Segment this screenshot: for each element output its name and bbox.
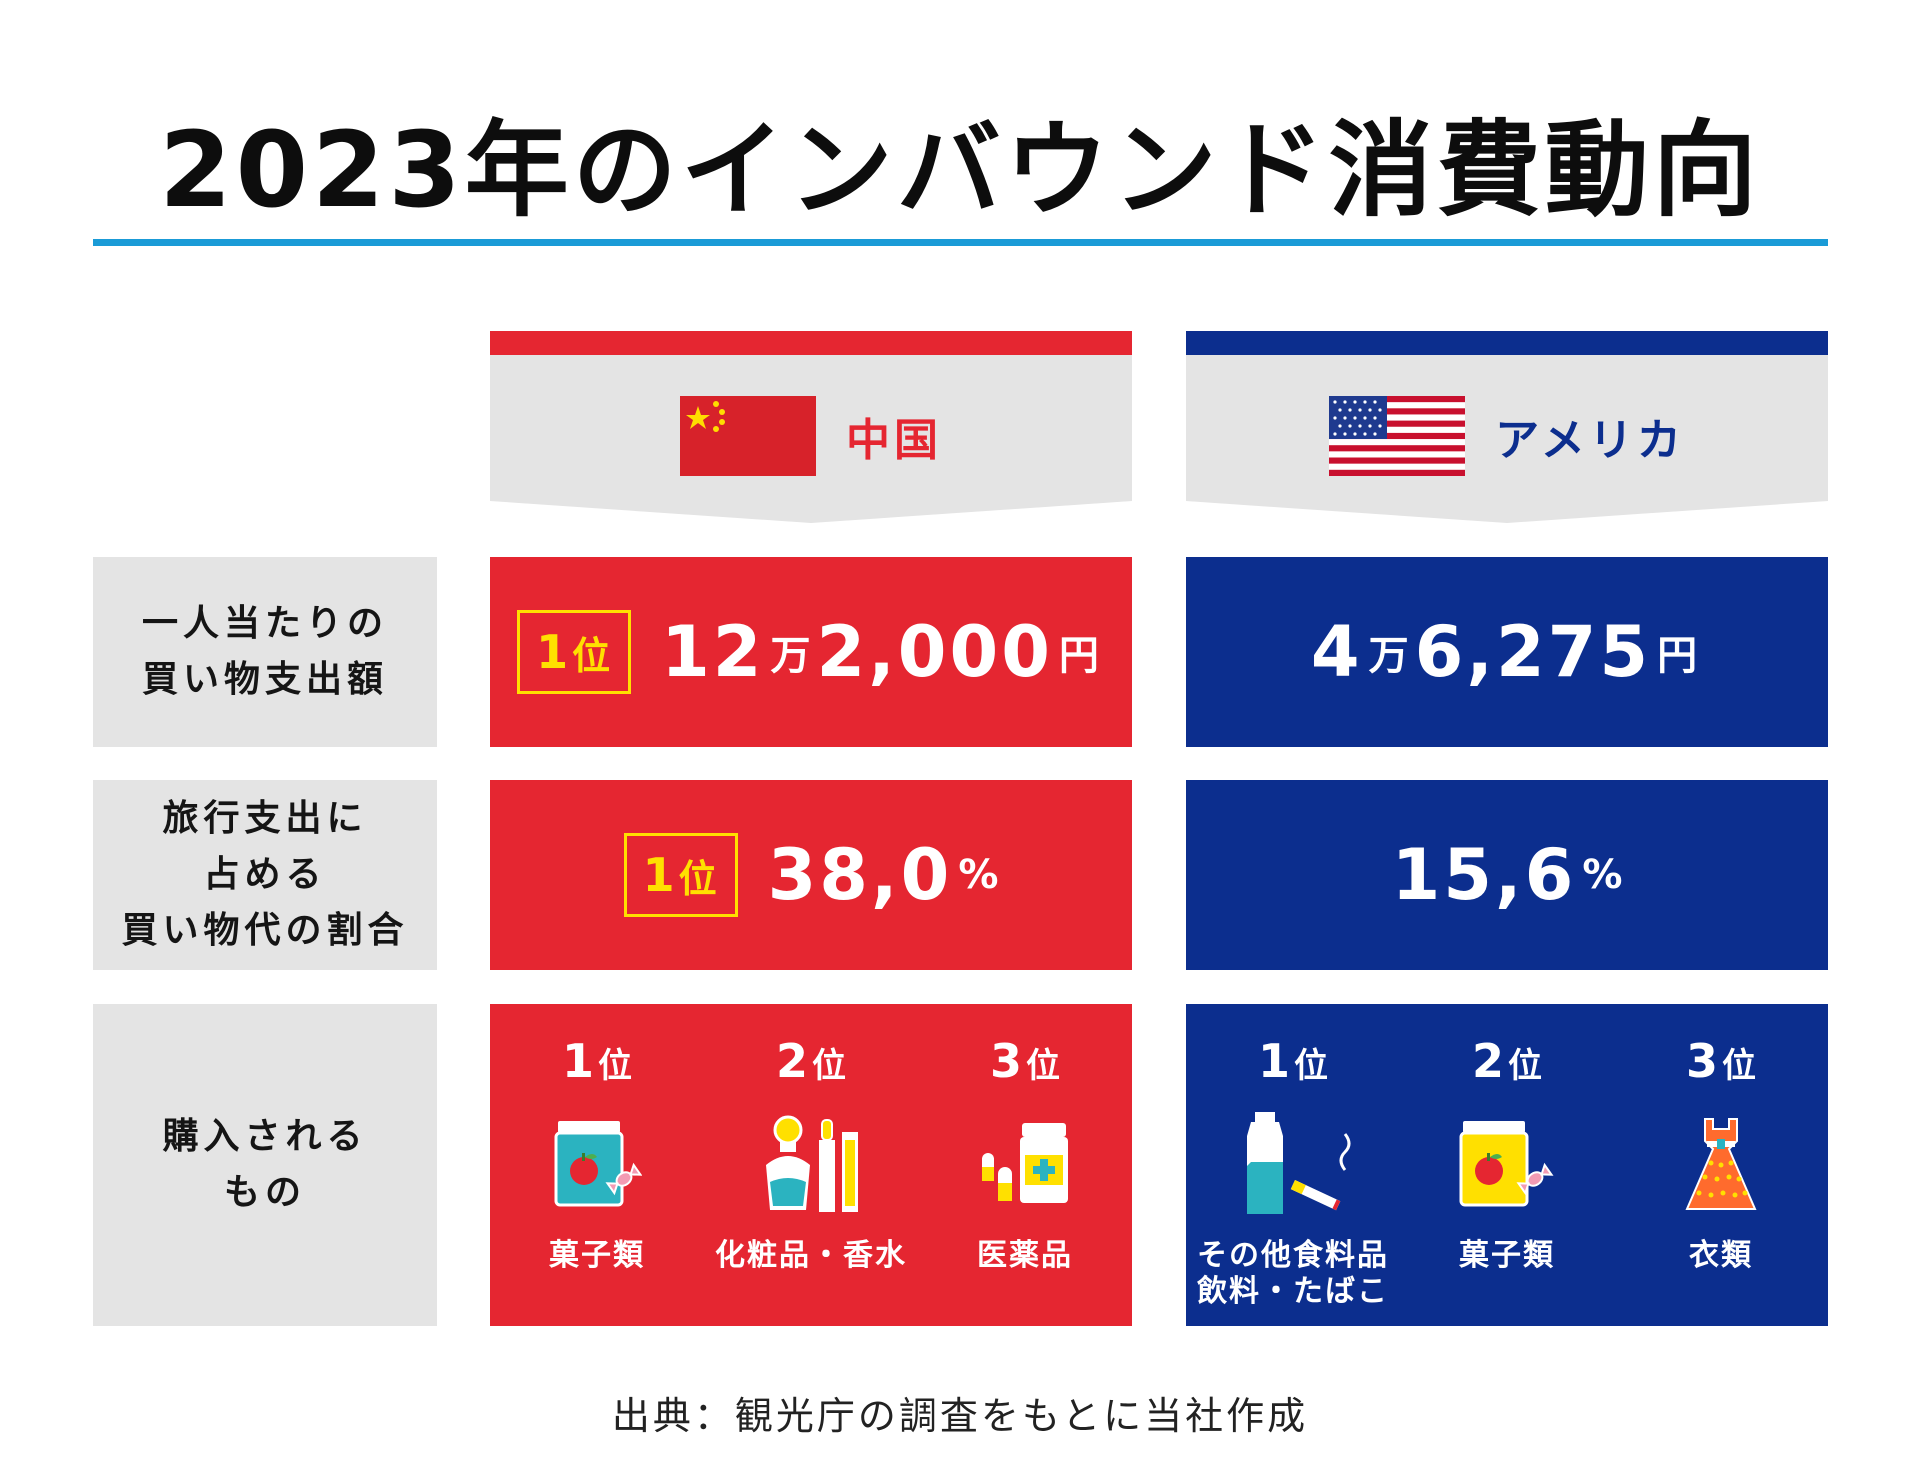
country-name-china: 中国 xyxy=(846,415,942,466)
item-rank: 2 xyxy=(1471,1034,1504,1088)
cosmetics-perfume-icon xyxy=(766,1115,858,1212)
rank-number: 1 xyxy=(642,848,677,902)
rank-suffix: 位 xyxy=(572,633,613,678)
rank-suffix: 位 xyxy=(1508,1046,1542,1086)
share-value: 38,0 xyxy=(767,834,953,916)
medicine-icon xyxy=(982,1123,1068,1203)
title-divider xyxy=(93,239,1828,246)
rank-suffix: 位 xyxy=(1722,1046,1756,1086)
row-label-items: 購入される もの xyxy=(93,1004,437,1326)
usa-share-cell: 15,6 % xyxy=(1186,780,1828,970)
item-rank: 3 xyxy=(989,1034,1022,1088)
share-value: 15,6 xyxy=(1391,834,1577,916)
spend-yen-unit: 円 xyxy=(1058,633,1099,679)
item-name: 衣類 xyxy=(1689,1238,1753,1273)
spend-man-value: 4 xyxy=(1310,611,1363,693)
item-rank: 3 xyxy=(1685,1034,1718,1088)
item-rank: 1 xyxy=(561,1034,594,1088)
rank-number: 1 xyxy=(536,625,571,679)
header-china: 中国 xyxy=(490,331,1132,523)
spend-man-unit: 万 xyxy=(770,633,811,679)
rank-suffix: 位 xyxy=(812,1046,846,1086)
spend-man-value: 12 xyxy=(661,611,765,693)
spend-man-unit: 万 xyxy=(1368,633,1409,679)
rank-suffix: 位 xyxy=(678,856,719,901)
china-flag-icon xyxy=(680,396,816,476)
spend-yen-unit: 円 xyxy=(1657,633,1698,679)
spend-rest-value: 2,000 xyxy=(816,611,1053,693)
dress-icon xyxy=(1685,1118,1757,1210)
item-name: 菓子類 xyxy=(1459,1238,1555,1273)
row-label-share: 旅行支出に 占める 買い物代の割合 xyxy=(93,780,437,970)
spend-rest-value: 6,275 xyxy=(1414,611,1652,693)
item-name: 医薬品 xyxy=(977,1238,1073,1273)
item-name: 化粧品・香水 xyxy=(715,1238,907,1273)
row-label-spend: 一人当たりの 買い物支出額 xyxy=(93,557,437,747)
usa-spend-cell: 4 万 6,275 円 xyxy=(1186,557,1828,747)
rank-suffix: 位 xyxy=(1294,1046,1328,1086)
usa-flag-icon xyxy=(1329,396,1466,476)
header-usa: アメリカ xyxy=(1186,331,1828,523)
item-name: その他食料品 飲料・たばこ xyxy=(1197,1238,1389,1309)
item-rank: 2 xyxy=(775,1034,808,1088)
share-pct-unit: % xyxy=(1582,852,1623,898)
page-title: 2023年のインバウンド消費動向 xyxy=(159,109,1761,231)
rank-suffix: 位 xyxy=(598,1046,632,1086)
snack-jar-icon xyxy=(554,1121,642,1207)
source-note: 出典：観光庁の調査をもとに当社作成 xyxy=(611,1394,1309,1438)
bottle-cigarette-icon xyxy=(1247,1112,1351,1214)
snack-jar-icon xyxy=(1459,1121,1554,1207)
share-pct-unit: % xyxy=(958,852,999,898)
item-rank: 1 xyxy=(1257,1034,1290,1088)
country-name-usa: アメリカ xyxy=(1495,415,1685,466)
header-usa-background xyxy=(1186,331,1828,523)
rank-suffix: 位 xyxy=(1026,1046,1060,1086)
item-name: 菓子類 xyxy=(549,1238,645,1273)
